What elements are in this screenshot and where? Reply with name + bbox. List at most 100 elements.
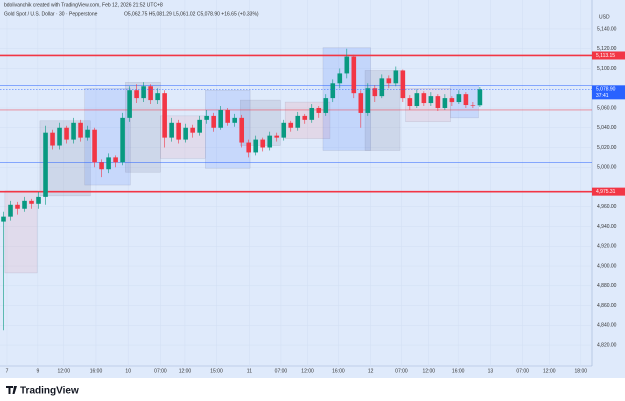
logo-icon [6, 386, 17, 394]
candle-body [260, 139, 266, 148]
candle-body [190, 127, 195, 133]
candle-body [162, 93, 167, 138]
candle-body [92, 129, 97, 163]
x-tick-label: 07:00 [275, 368, 288, 374]
last-price-label: 5,078.90 [596, 87, 616, 93]
y-tick-label: 4,820.00 [597, 342, 617, 348]
candle-body [78, 122, 83, 138]
countdown: 37:41 [596, 93, 609, 99]
candle-body [43, 132, 48, 197]
y-tick-label: 4,920.00 [597, 244, 617, 250]
candle-body [309, 107, 315, 120]
candle-body [1, 216, 6, 222]
y-tick-label: 4,860.00 [597, 303, 617, 309]
candle-body [449, 98, 455, 103]
candle-body [183, 127, 188, 140]
currency: USD [599, 14, 610, 20]
x-tick-label: 7 [6, 368, 9, 374]
y-tick-label: 4,900.00 [597, 263, 617, 269]
candle-body [302, 115, 308, 120]
last-price-box [592, 85, 625, 100]
symbol: Gold Spot / U.S. Dollar · 30 · Peppersto… [4, 11, 98, 17]
candle-body [113, 157, 118, 163]
candle-body [232, 117, 237, 123]
x-tick-label: 12:00 [301, 368, 314, 374]
y-tick-label: 5,040.00 [597, 125, 617, 131]
x-tick-label: 15:00 [210, 368, 223, 374]
x-tick-label: 9 [36, 368, 39, 374]
candle-body [323, 98, 329, 113]
price-label-box [592, 187, 625, 196]
candle-body [379, 78, 385, 97]
candle-body [22, 200, 27, 209]
x-tick-label: 07:00 [516, 368, 529, 374]
candle-body [393, 70, 399, 84]
candle-body [246, 142, 252, 153]
candle-body [267, 135, 273, 148]
x-tick-label: 12:00 [423, 368, 436, 374]
candle-body [428, 96, 434, 104]
candle-body [8, 204, 13, 217]
candle-body [127, 90, 132, 118]
y-tick-label: 5,020.00 [597, 145, 617, 151]
candle-body [197, 119, 202, 133]
candle-body [225, 109, 230, 123]
candle-body [470, 105, 476, 106]
x-tick-label: 12:00 [179, 368, 192, 374]
price-label-box [592, 51, 625, 60]
price-label: 5,113.15 [596, 53, 615, 59]
candle-body [421, 93, 427, 104]
x-tick-label: 10 [125, 368, 131, 374]
y-tick-label: 4,880.00 [597, 283, 617, 289]
candle-body [71, 122, 76, 140]
candle-body [295, 115, 301, 128]
candle-body [141, 86, 146, 99]
x-tick-label: 12:00 [543, 368, 556, 374]
x-tick-label: 16:00 [452, 368, 465, 374]
candle-body [358, 93, 364, 113]
candle-body [120, 117, 125, 163]
x-tick-label: 12:00 [57, 368, 70, 374]
y-tick-label: 4,940.00 [597, 224, 617, 230]
candle-body [316, 107, 322, 113]
candle-body [218, 109, 223, 128]
y-tick-label: 5,100.00 [597, 66, 617, 72]
x-tick-label: 16:00 [332, 368, 345, 374]
candle-body [204, 115, 209, 120]
candle-body [456, 94, 462, 103]
candle-body [463, 94, 469, 106]
candle-body [414, 93, 420, 107]
ohlc: O5,062.75 H5,081.29 L5,061.02 C5,078.90 … [124, 11, 259, 17]
candle-body [155, 93, 160, 101]
candle-body [337, 73, 343, 84]
candle-body [239, 117, 245, 143]
candle-body [148, 86, 153, 101]
candle-body [134, 90, 139, 99]
price-label: 4,975.31 [596, 189, 616, 195]
candle-body [176, 122, 181, 140]
chart-layer: 5,140.00 5,120.00 5,100.00 5,060.00 5,040.00… [0, 0, 625, 374]
y-tick-label: 4,960.00 [597, 204, 617, 210]
candle-body [442, 98, 448, 108]
candle-body [477, 89, 483, 106]
candle-body [64, 127, 69, 140]
x-tick-label: 07:00 [154, 368, 167, 374]
zone [284, 101, 331, 139]
x-tick-label: 11 [247, 368, 252, 374]
y-tick-label: 4,840.00 [597, 323, 617, 329]
candle-body [211, 115, 216, 128]
candle-body [29, 200, 34, 204]
candle-body [281, 122, 287, 138]
x-tick-label: 18:00 [575, 368, 588, 374]
candle-body [435, 96, 441, 108]
candle-body [407, 98, 413, 107]
candle-body [15, 204, 20, 209]
credit: bdolivanchik created with TradingView.co… [4, 2, 163, 8]
candle-body [351, 56, 357, 94]
x-tick-label: 13 [488, 368, 494, 374]
candle-body [99, 162, 104, 170]
candle-body [288, 122, 294, 128]
x-tick-label: 07:00 [395, 368, 408, 374]
